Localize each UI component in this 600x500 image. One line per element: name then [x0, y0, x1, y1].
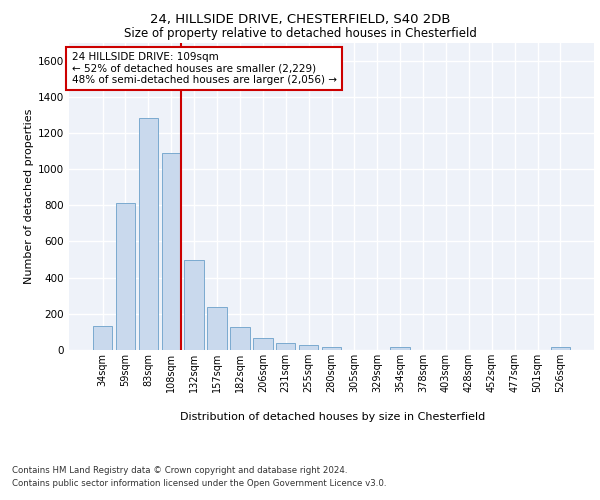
Bar [299, 345, 319, 350]
Y-axis label: Number of detached properties: Number of detached properties [24, 108, 34, 284]
Bar [391, 348, 410, 350]
Text: Contains HM Land Registry data © Crown copyright and database right 2024.: Contains HM Land Registry data © Crown c… [12, 466, 347, 475]
Bar [253, 338, 272, 350]
Bar [93, 326, 112, 350]
Bar [276, 343, 295, 350]
Bar [161, 153, 181, 350]
Bar [230, 328, 250, 350]
Text: Contains public sector information licensed under the Open Government Licence v3: Contains public sector information licen… [12, 479, 386, 488]
Bar [551, 348, 570, 350]
Bar [116, 204, 135, 350]
Text: 24 HILLSIDE DRIVE: 109sqm
← 52% of detached houses are smaller (2,229)
48% of se: 24 HILLSIDE DRIVE: 109sqm ← 52% of detac… [71, 52, 337, 85]
Bar [184, 260, 204, 350]
Text: 24, HILLSIDE DRIVE, CHESTERFIELD, S40 2DB: 24, HILLSIDE DRIVE, CHESTERFIELD, S40 2D… [150, 12, 450, 26]
Text: Distribution of detached houses by size in Chesterfield: Distribution of detached houses by size … [181, 412, 485, 422]
Bar [322, 348, 341, 350]
Bar [139, 118, 158, 350]
Text: Size of property relative to detached houses in Chesterfield: Size of property relative to detached ho… [124, 28, 476, 40]
Bar [208, 308, 227, 350]
